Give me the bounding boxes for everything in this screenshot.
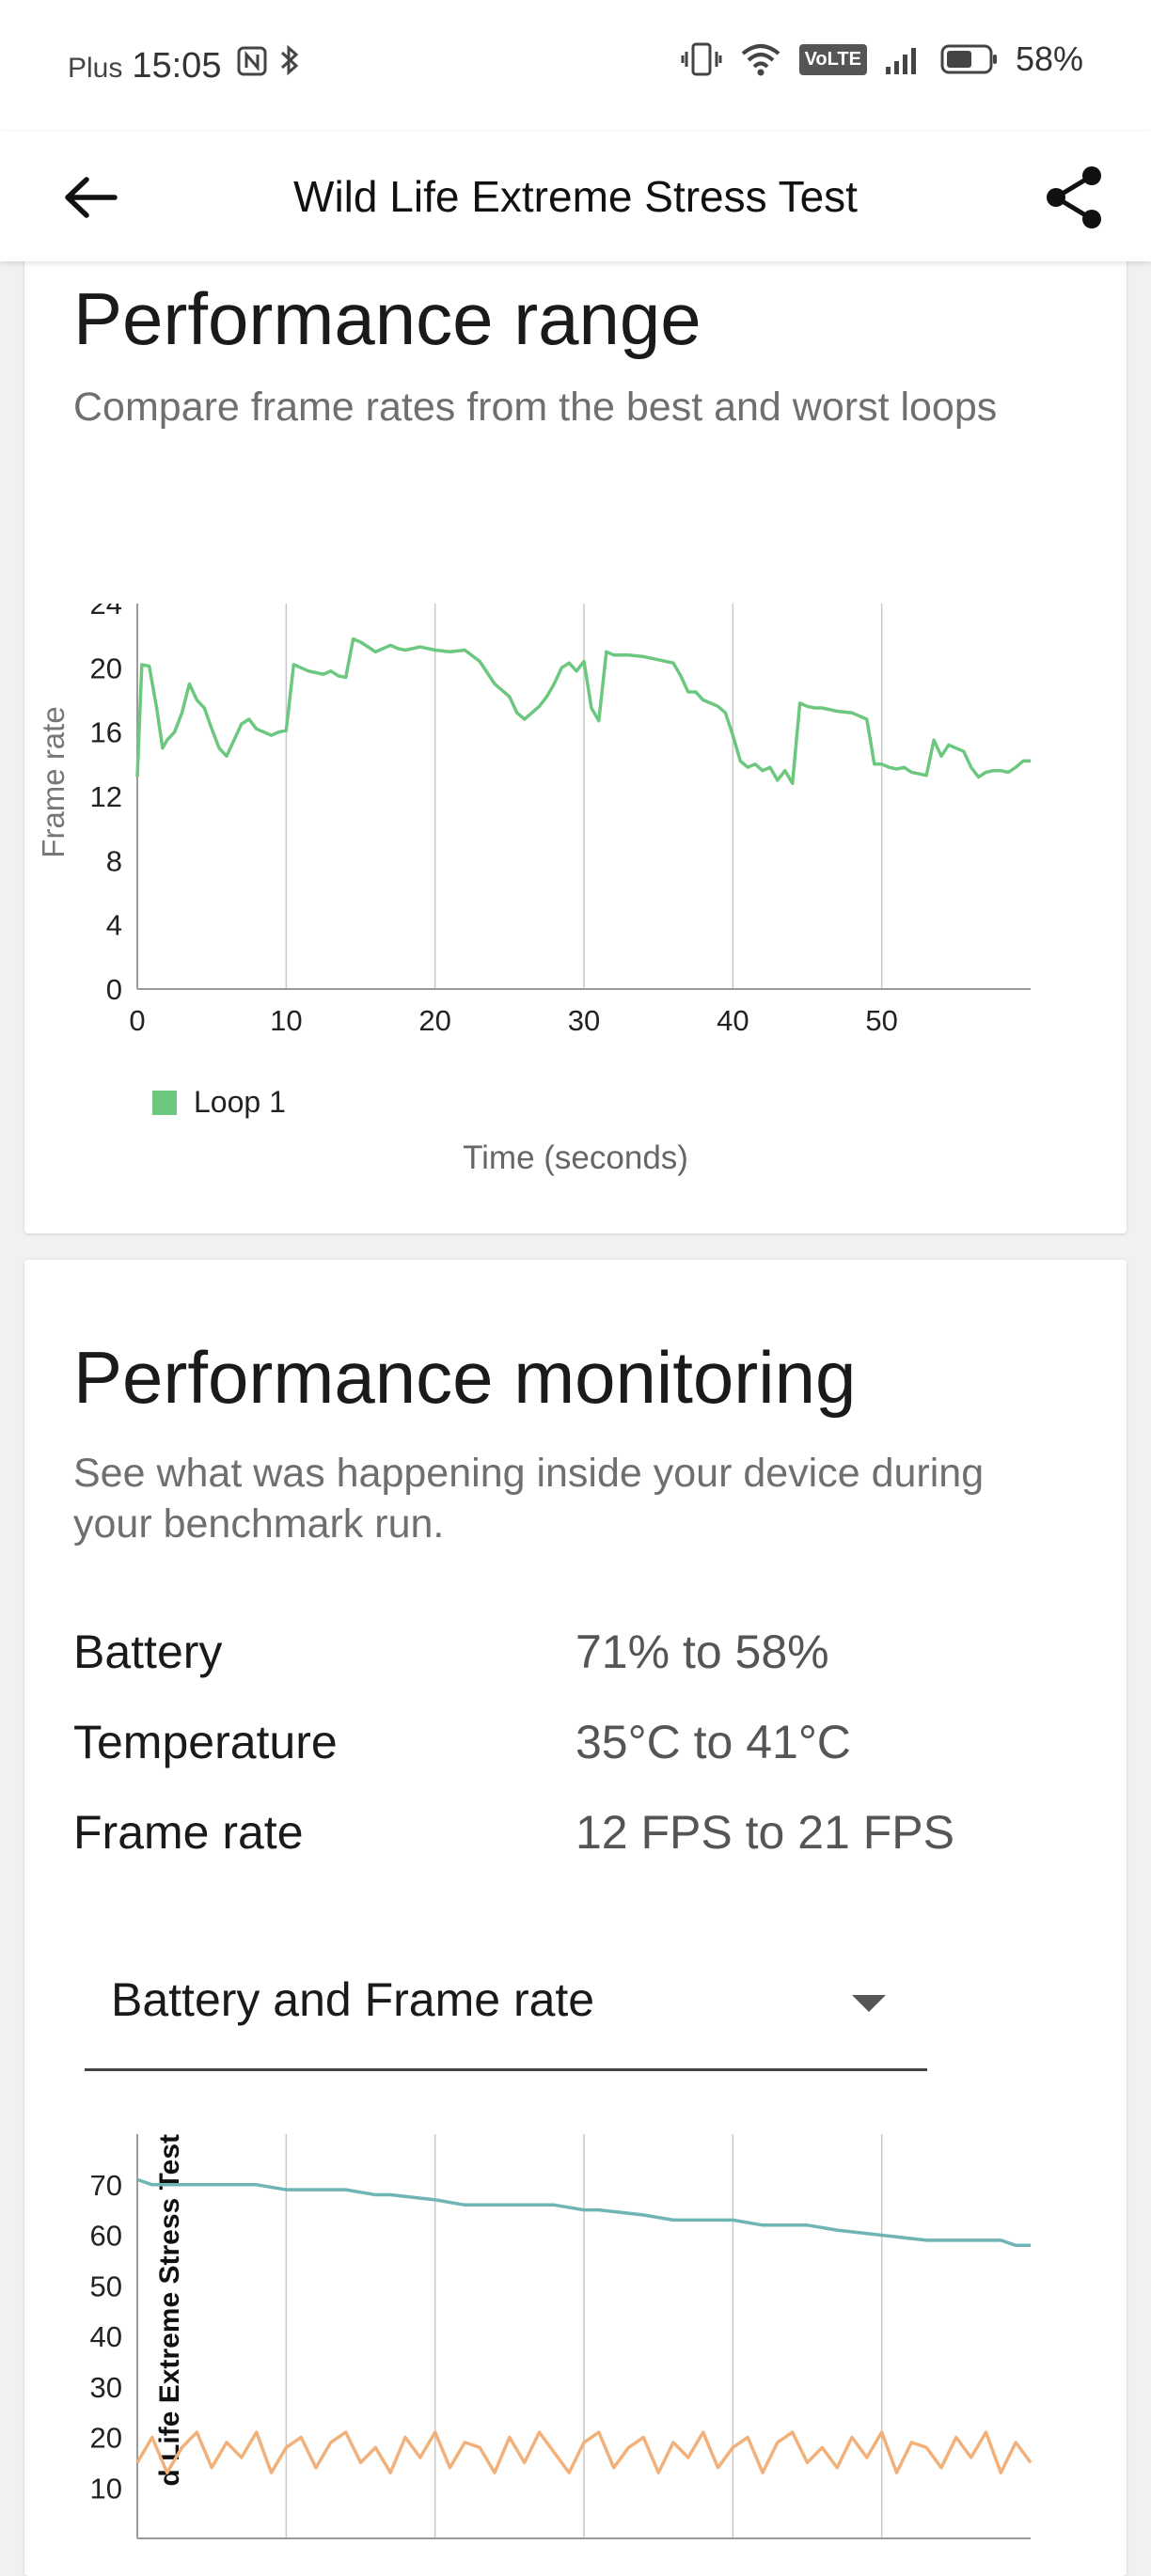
signal-icon bbox=[884, 42, 923, 76]
y-tick-label: 10 bbox=[90, 2472, 122, 2505]
back-button[interactable] bbox=[53, 160, 128, 235]
volte-icon: VoLTE bbox=[798, 43, 867, 75]
battery-percent: 58% bbox=[1015, 39, 1083, 78]
y-tick-label: 16 bbox=[90, 716, 122, 749]
y-tick-label: 12 bbox=[90, 780, 122, 813]
legend-swatch-loop-1 bbox=[152, 1090, 177, 1115]
battery-icon bbox=[940, 43, 999, 75]
page-title: Wild Life Extreme Stress Test bbox=[293, 172, 858, 221]
performance-monitoring-card: Performance monitoring See what was happ… bbox=[24, 1260, 1127, 2576]
share-icon bbox=[1047, 166, 1101, 228]
stat-label: Temperature bbox=[73, 1716, 338, 1768]
wifi-icon bbox=[739, 40, 782, 78]
stat-label: Frame rate bbox=[73, 1806, 304, 1859]
y-tick-label: 8 bbox=[106, 844, 122, 877]
vibrate-icon bbox=[681, 40, 722, 78]
chart-legend: Loop 1 bbox=[152, 1085, 286, 1120]
x-tick-label: 20 bbox=[418, 1004, 450, 1037]
y-tick-label: 24 bbox=[90, 604, 122, 620]
stat-row-temperature: Temperature 35°C to 41°C bbox=[73, 1715, 1108, 1790]
x-tick-label: 50 bbox=[865, 1004, 897, 1037]
bluetooth-icon bbox=[277, 43, 302, 77]
status-right: VoLTE 58% bbox=[681, 39, 1083, 79]
y-axis-label: Frame rate bbox=[36, 706, 71, 857]
status-left: Plus 15:05 bbox=[68, 43, 302, 86]
stat-value: 71% to 58% bbox=[576, 1626, 829, 1678]
y-tick-label: 70 bbox=[90, 2169, 122, 2202]
dropdown-selected-value: Battery and Frame rate bbox=[111, 1973, 595, 2026]
x-tick-label: 10 bbox=[270, 1004, 302, 1037]
nfc-icon bbox=[236, 45, 268, 77]
y-tick-label: 4 bbox=[106, 909, 122, 942]
stat-row-frame-rate: Frame rate 12 FPS to 21 FPS bbox=[73, 1805, 1108, 1880]
performance-monitoring-title: Performance monitoring bbox=[73, 1336, 857, 1419]
series-line-1 bbox=[135, 636, 1031, 786]
stat-value: 35°C to 41°C bbox=[576, 1716, 851, 1768]
performance-range-title: Performance range bbox=[73, 277, 702, 360]
y-tick-label: 20 bbox=[90, 652, 122, 684]
frame-rate-chart: 0 4 8 12 16 20 24 0 10 20 30 40 50 Frame rate bbox=[36, 604, 1031, 1037]
arrow-left-icon bbox=[65, 177, 118, 218]
share-button[interactable] bbox=[1034, 158, 1113, 237]
carrier-label: Plus bbox=[68, 53, 123, 84]
stat-row-battery: Battery 71% to 58% bbox=[73, 1625, 1108, 1700]
performance-monitoring-subtitle: See what was happening inside your devic… bbox=[73, 1451, 985, 1547]
y-tick-label: 50 bbox=[90, 2270, 122, 2302]
chart-metric-dropdown[interactable]: Battery and Frame rate bbox=[85, 1946, 927, 2071]
stat-value: 12 FPS to 21 FPS bbox=[576, 1806, 954, 1859]
app-bar: Wild Life Extreme Stress Test bbox=[0, 132, 1151, 261]
y-tick-label: 60 bbox=[90, 2220, 122, 2253]
performance-range-card: Performance range Compare frame rates fr… bbox=[24, 246, 1127, 1233]
clock: 15:05 bbox=[132, 46, 222, 86]
performance-range-subtitle: Compare frame rates from the best and wo… bbox=[73, 385, 998, 430]
battery-frame-rate-chart: 10 20 30 40 50 60 70 d Life Extreme Stress Tes… bbox=[90, 2134, 1033, 2539]
y-tick-label: 40 bbox=[90, 2320, 122, 2353]
legend-label-loop-1: Loop 1 bbox=[194, 1085, 286, 1119]
status-bar: Plus 15:05 VoLTE 58% bbox=[0, 0, 1151, 132]
series-line-1 bbox=[136, 2177, 1031, 2248]
x-tick-label: 40 bbox=[717, 1004, 749, 1037]
y-tick-label: 20 bbox=[90, 2422, 122, 2455]
y-tick-label: 30 bbox=[90, 2371, 122, 2404]
stat-label: Battery bbox=[73, 1626, 223, 1678]
x-tick-label: 30 bbox=[568, 1004, 600, 1037]
y-tick-label: 0 bbox=[106, 973, 122, 1006]
chart-annotation: d Life Extreme Stress Test bbox=[154, 2134, 185, 2487]
series-line-2 bbox=[135, 2430, 1033, 2474]
chevron-down-icon bbox=[852, 1995, 886, 2012]
x-axis-label: Time (seconds) bbox=[463, 1139, 688, 1176]
x-tick-label: 0 bbox=[129, 1004, 145, 1037]
